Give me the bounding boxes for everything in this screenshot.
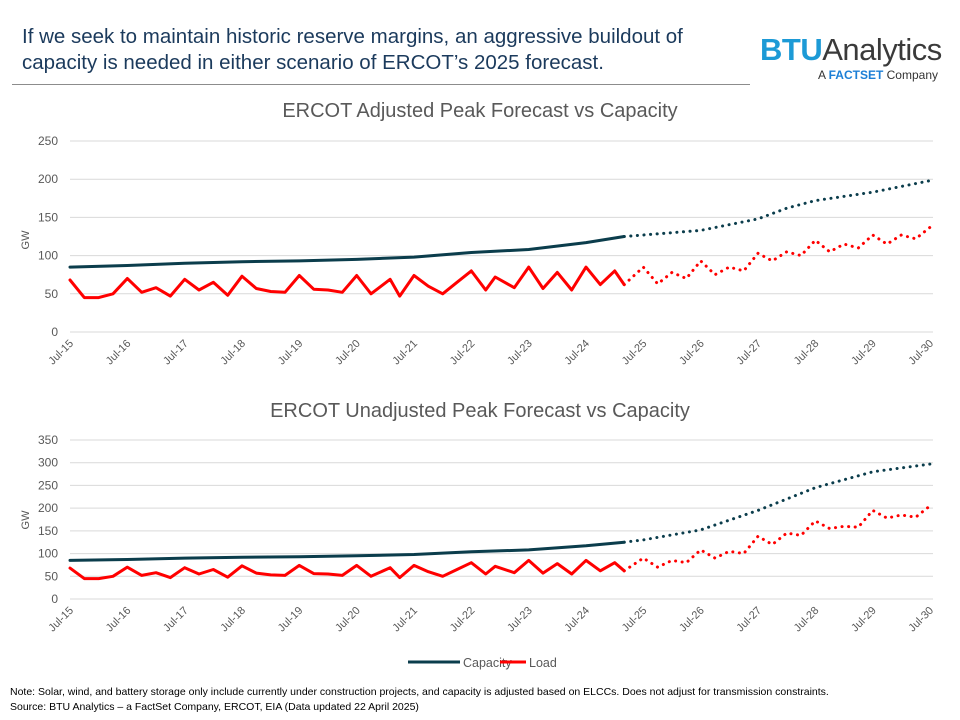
x-tick-label: Jul-24 (562, 338, 592, 368)
y-tick-label: 100 (38, 249, 58, 263)
logo-brand2: Analytics (822, 32, 942, 67)
logo-tagline-brand: FACTSET (828, 68, 884, 82)
legend: Capacity Load (408, 656, 557, 670)
chart-1: ERCOT Adjusted Peak Forecast vs Capacity… (20, 100, 936, 367)
y-tick-label: 50 (45, 569, 59, 583)
load-actual-line (68, 558, 626, 581)
chart-title: ERCOT Adjusted Peak Forecast vs Capacity (282, 100, 677, 122)
chart-2: ERCOT Unadjusted Peak Forecast vs Capaci… (20, 400, 936, 634)
x-tick-label: Jul-17 (161, 338, 191, 368)
y-tick-label: 250 (38, 134, 58, 148)
x-tick-label: Jul-20 (333, 338, 363, 368)
x-tick-label: Jul-26 (677, 605, 707, 635)
y-tick-label: 300 (38, 456, 58, 470)
title-divider (12, 84, 750, 85)
x-tick-label: Jul-28 (792, 338, 822, 368)
legend-capacity-label: Capacity (463, 656, 512, 670)
y-tick-label: 150 (38, 524, 58, 538)
y-tick-label: 0 (51, 592, 58, 606)
x-tick-label: Jul-29 (849, 338, 879, 368)
load-forecast-line (622, 504, 932, 573)
x-tick-label: Jul-20 (333, 605, 363, 635)
y-tick-label: 0 (51, 325, 58, 339)
x-tick-label: Jul-18 (218, 338, 248, 368)
x-tick-label: Jul-23 (505, 605, 535, 635)
x-tick-label: Jul-30 (906, 338, 936, 368)
y-tick-label: 200 (38, 501, 58, 515)
y-tick-label: 100 (38, 547, 58, 561)
x-tick-label: Jul-27 (734, 338, 764, 368)
x-tick-label: Jul-30 (906, 605, 936, 635)
y-tick-label: 350 (38, 433, 58, 447)
x-tick-label: Jul-25 (620, 338, 650, 368)
note-text: Note: Solar, wind, and battery storage o… (10, 686, 829, 698)
x-tick-label: Jul-22 (448, 338, 478, 368)
x-tick-label: Jul-16 (104, 338, 134, 368)
x-tick-label: Jul-15 (46, 338, 76, 368)
capacity-actual-line (68, 540, 626, 562)
legend-load-label: Load (529, 656, 557, 670)
x-tick-label: Jul-17 (161, 605, 191, 635)
load-forecast-line (622, 225, 932, 287)
y-tick-label: 150 (38, 210, 58, 224)
x-tick-label: Jul-24 (562, 605, 592, 635)
y-axis-label: GW (20, 230, 32, 250)
btu-analytics-logo: BTUAnalytics A FACTSET Company (760, 32, 950, 83)
y-tick-label: 50 (45, 287, 59, 301)
x-tick-label: Jul-18 (218, 605, 248, 635)
x-tick-label: Jul-23 (505, 338, 535, 368)
x-tick-label: Jul-15 (46, 605, 76, 635)
x-tick-label: Jul-19 (276, 605, 306, 635)
x-tick-label: Jul-19 (276, 338, 306, 368)
capacity-forecast-line (622, 179, 932, 238)
x-tick-label: Jul-21 (390, 338, 420, 368)
x-tick-label: Jul-29 (849, 605, 879, 635)
x-tick-label: Jul-26 (677, 338, 707, 368)
chart-title: ERCOT Unadjusted Peak Forecast vs Capaci… (270, 400, 690, 422)
headline: If we seek to maintain historic reserve … (22, 25, 683, 74)
source-text: Source: BTU Analytics – a FactSet Compan… (10, 700, 419, 713)
y-axis-label: GW (20, 510, 32, 530)
capacity-forecast-line (622, 462, 932, 544)
logo-tagline-post: Company (883, 68, 938, 82)
y-tick-label: 200 (38, 172, 58, 186)
capacity-actual-line (68, 235, 626, 269)
x-tick-label: Jul-16 (104, 605, 134, 635)
notes: Note: Solar, wind, and battery storage o… (10, 685, 829, 714)
logo-brand: BTU (760, 32, 823, 67)
x-tick-label: Jul-25 (620, 605, 650, 635)
y-tick-label: 250 (38, 478, 58, 492)
logo-tagline-pre: A (817, 68, 829, 82)
x-tick-label: Jul-28 (792, 605, 822, 635)
load-actual-line (68, 265, 626, 300)
x-tick-label: Jul-22 (448, 605, 478, 635)
x-tick-label: Jul-21 (390, 605, 420, 635)
x-tick-label: Jul-27 (734, 605, 764, 635)
